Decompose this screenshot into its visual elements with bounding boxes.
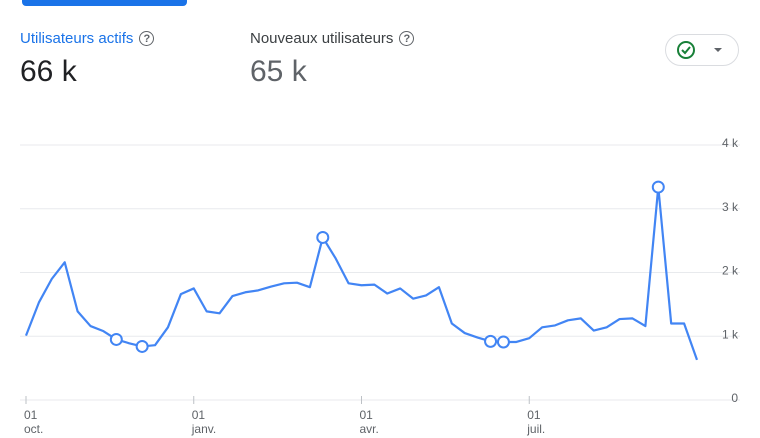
status-icon xyxy=(677,41,722,59)
annotation-point[interactable] xyxy=(135,339,149,353)
status-dropdown[interactable] xyxy=(665,34,739,66)
x-tick-label: 01 avr. xyxy=(360,408,379,436)
annotation-point[interactable] xyxy=(651,180,665,194)
y-tick-label: 3 k xyxy=(722,200,739,214)
annotation-point[interactable] xyxy=(484,334,498,348)
metric-value: 65 k xyxy=(250,55,307,88)
y-tick-label: 0 xyxy=(731,391,738,405)
metric-value: 66 k xyxy=(20,55,77,88)
y-tick-label: 1 k xyxy=(722,327,739,341)
metric-tab[interactable]: Utilisateurs actifs? 66 k xyxy=(20,30,155,89)
metric-label: Nouveaux utilisateurs xyxy=(250,30,394,47)
help-icon[interactable]: ? xyxy=(139,31,155,46)
series-line xyxy=(24,185,699,361)
y-tick-label: 4 k xyxy=(722,136,739,150)
metric-label: Utilisateurs actifs xyxy=(20,30,134,47)
x-tick-label: 01 juil. xyxy=(526,408,545,436)
x-tick-label: 01 oct. xyxy=(24,408,43,436)
x-tick-label: 01 janv. xyxy=(191,408,216,436)
annotation-point[interactable] xyxy=(496,335,510,349)
metric-tab[interactable]: Nouveaux utilisateurs? 65 k xyxy=(250,30,415,89)
annotation-point[interactable] xyxy=(109,332,123,346)
y-tick-label: 2 k xyxy=(722,264,739,278)
help-icon[interactable]: ? xyxy=(399,31,415,46)
active-tab-indicator xyxy=(22,0,187,6)
annotation-point[interactable] xyxy=(316,230,330,244)
